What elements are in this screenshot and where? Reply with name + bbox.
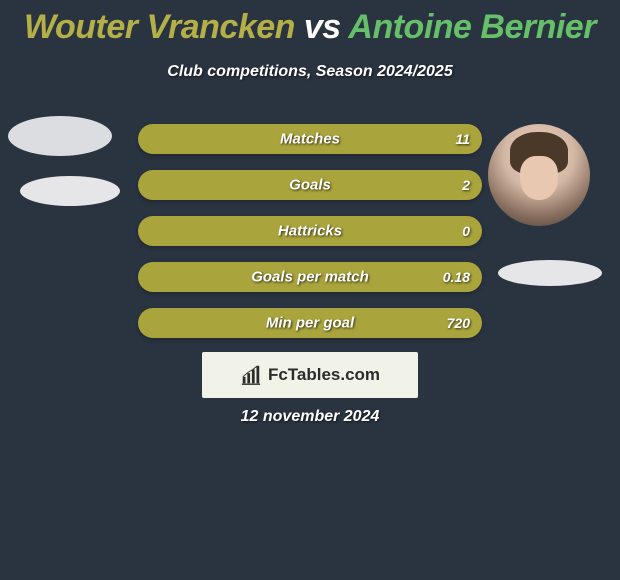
bar-chart-icon bbox=[240, 364, 262, 386]
stat-bar-value: 0 bbox=[462, 223, 470, 239]
stat-bar-value: 720 bbox=[447, 315, 470, 331]
subtitle: Club competitions, Season 2024/2025 bbox=[0, 63, 620, 81]
player2-avatar bbox=[488, 124, 590, 226]
player1-shadow-ellipse bbox=[20, 176, 120, 206]
comparison-title: Wouter Vrancken vs Antoine Bernier bbox=[0, 0, 620, 47]
stat-bar-label: Min per goal bbox=[266, 315, 354, 332]
stat-bar-label: Goals bbox=[289, 177, 331, 194]
player1-avatar-placeholder bbox=[8, 116, 112, 156]
brand-box: FcTables.com bbox=[202, 352, 418, 398]
stat-bar: Goals 2 bbox=[138, 170, 482, 200]
stat-bar: Goals per match 0.18 bbox=[138, 262, 482, 292]
stat-bar-value: 11 bbox=[455, 131, 470, 147]
stat-bar-label: Hattricks bbox=[278, 223, 342, 240]
stat-bar: Matches 11 bbox=[138, 124, 482, 154]
stat-bar-label: Goals per match bbox=[251, 269, 369, 286]
vs-separator: vs bbox=[304, 8, 341, 46]
stat-bar: Hattricks 0 bbox=[138, 216, 482, 246]
player2-name: Antoine Bernier bbox=[348, 8, 596, 46]
brand-text: FcTables.com bbox=[268, 365, 380, 385]
player1-name: Wouter Vrancken bbox=[24, 8, 295, 46]
stats-bars: Matches 11 Goals 2 Hattricks 0 Goals per match… bbox=[138, 124, 482, 354]
date-text: 12 november 2024 bbox=[0, 408, 620, 426]
stat-bar-label: Matches bbox=[280, 131, 340, 148]
stat-bar-value: 0.18 bbox=[443, 269, 470, 285]
player2-shadow-ellipse bbox=[498, 260, 602, 286]
stat-bar-value: 2 bbox=[462, 177, 470, 193]
stat-bar: Min per goal 720 bbox=[138, 308, 482, 338]
